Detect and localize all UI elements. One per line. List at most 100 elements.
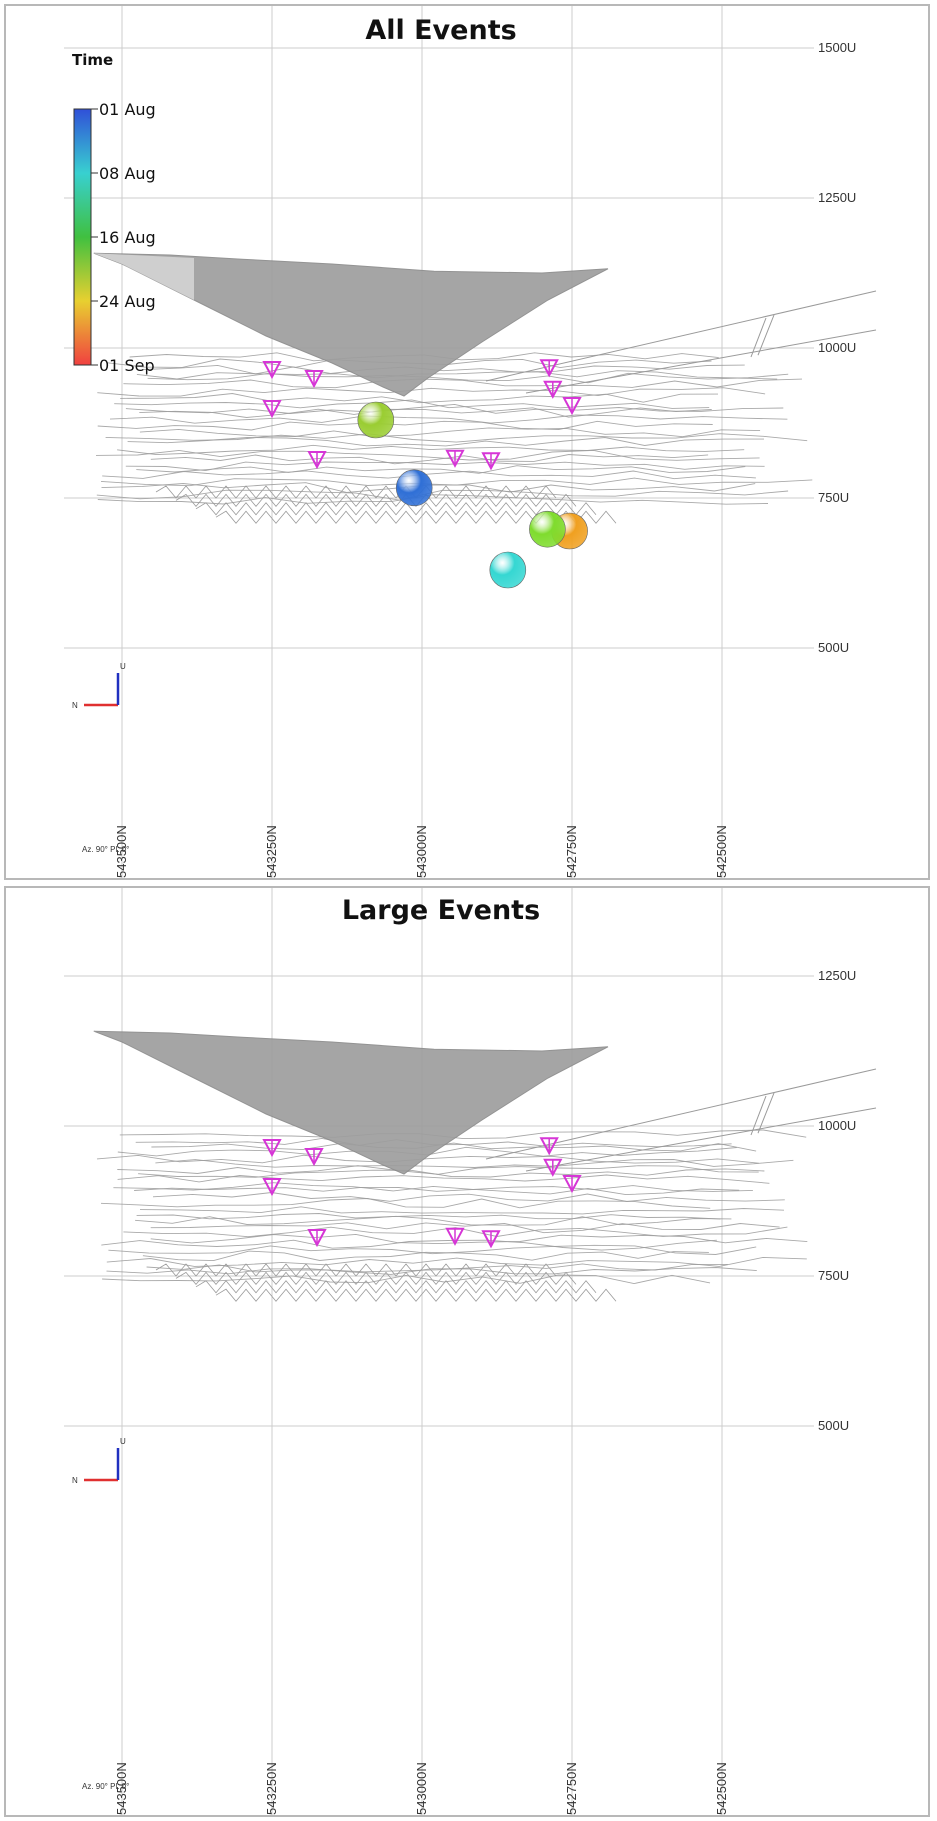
north-axis-label: N <box>72 701 78 710</box>
drift-line <box>117 1174 770 1184</box>
ramp-line <box>485 290 877 382</box>
all-events-panel: 1500U 1250U 1000U 750U 500U 543500N 543250N 543… <box>4 4 930 880</box>
drift-line <box>152 1192 785 1202</box>
drift-line <box>150 1222 780 1234</box>
legend-tick-label: 16 Aug <box>99 228 156 247</box>
drift-line <box>150 454 709 465</box>
northing-label: 543000N <box>414 825 429 878</box>
large-events-panel: 1500U1250U1000U750U500U543500N543250N543… <box>4 886 930 1817</box>
drift-line <box>134 1186 740 1196</box>
northing-label: 542500N <box>714 825 729 878</box>
drift-line <box>142 364 745 375</box>
grid-lines <box>64 6 814 878</box>
ramp-line <box>525 329 877 394</box>
northing-label: 543000N <box>414 1762 429 1815</box>
sensor-marker <box>481 1230 501 1249</box>
drift-line <box>108 1244 757 1255</box>
northing-label: 542500N <box>714 1762 729 1815</box>
drift-line <box>135 1215 732 1226</box>
drift-line <box>195 502 597 516</box>
legend-tick-label: 01 Sep <box>99 356 155 375</box>
drift-line <box>97 387 766 397</box>
elevation-label: 1000U <box>818 340 856 355</box>
elevation-label: 1250U <box>818 968 856 983</box>
northing-label: 543250N <box>264 825 279 878</box>
drift-line <box>96 1154 759 1164</box>
elevation-label: 1000U <box>818 1118 856 1133</box>
event-sphere <box>529 510 566 548</box>
northing-label: 543500N <box>114 825 129 878</box>
panel-title: All Events <box>365 15 516 46</box>
drift-line <box>109 414 788 424</box>
mine-drifts <box>95 290 877 524</box>
drift-line <box>123 378 803 389</box>
drift-line <box>215 1288 617 1302</box>
drift-line <box>123 1226 788 1238</box>
elevation-label: 750U <box>818 1268 849 1283</box>
drift-line <box>151 1142 757 1152</box>
event-sphere <box>357 401 395 439</box>
elevation-label: 500U <box>818 1418 849 1433</box>
elevation-label: 1250U <box>818 190 856 205</box>
time-legend: Time 01 Aug 08 Aug 16 Aug 24 Aug 01 Sep <box>72 51 156 375</box>
drift-line <box>138 1168 765 1178</box>
drift-line <box>147 372 789 384</box>
legend-tick-label: 24 Aug <box>99 292 156 311</box>
ramp-line <box>525 1107 877 1172</box>
stope-highlight <box>93 253 194 300</box>
northing-label: 543500N <box>114 1762 129 1815</box>
panel-title: Large Events <box>342 895 540 926</box>
stope-solid <box>93 1030 609 1175</box>
all-events-view: 1500U 1250U 1000U 750U 500U 543500N 543250N 543… <box>64 6 877 878</box>
drift-line <box>136 1213 721 1220</box>
drift-line <box>150 1233 808 1245</box>
mine-drifts <box>96 1068 877 1302</box>
drift-line <box>119 1129 807 1140</box>
view-orientation-label: Az. 90° Pl. 0° <box>82 1782 129 1791</box>
ramp-line <box>485 1068 877 1160</box>
elevation-label: 750U <box>818 490 849 505</box>
drift-line <box>102 470 756 480</box>
drift-line <box>97 420 713 431</box>
drift-line <box>102 1274 711 1285</box>
drift-line <box>136 465 746 474</box>
drift-line <box>139 407 712 418</box>
drift-line <box>175 493 577 508</box>
drift-line <box>100 477 813 487</box>
drift-line <box>155 1159 794 1168</box>
sensor-group <box>262 359 582 471</box>
drift-line <box>100 1198 711 1209</box>
stope-solid <box>93 252 609 397</box>
drift-line <box>106 1267 757 1275</box>
northing-label: 542750N <box>564 1762 579 1815</box>
sensor-marker <box>539 1137 559 1156</box>
drift-line <box>125 461 765 472</box>
ramp-line <box>750 1092 775 1136</box>
event-sphere <box>395 469 433 507</box>
up-axis-label: U <box>120 1437 126 1446</box>
drift-line <box>95 449 760 461</box>
drift-line <box>175 1271 577 1286</box>
elevation-label: 500U <box>818 640 849 655</box>
legend-colorbar <box>73 108 92 366</box>
northing-label: 542750N <box>564 825 579 878</box>
drift-line <box>139 427 761 438</box>
ramp-line <box>750 314 775 358</box>
legend-tick-label: 01 Aug <box>99 100 156 119</box>
drift-line <box>120 393 719 404</box>
elevation-label: 1500U <box>818 40 856 55</box>
drift-line <box>146 1263 728 1273</box>
drift-line <box>195 1280 597 1294</box>
drift-line <box>101 1239 717 1251</box>
drift-line <box>155 1263 557 1277</box>
sensor-group <box>262 1137 582 1249</box>
event-sphere <box>489 551 527 589</box>
drift-line <box>136 370 778 380</box>
legend-title: Time <box>72 51 113 69</box>
north-axis-label: N <box>72 1476 78 1485</box>
grid-lines <box>64 888 814 1815</box>
drift-line <box>113 1182 753 1192</box>
view-orientation-label: Az. 90° Pl. 0° <box>82 845 129 854</box>
legend-tick-label: 08 Aug <box>99 164 156 183</box>
drift-line <box>117 444 745 456</box>
